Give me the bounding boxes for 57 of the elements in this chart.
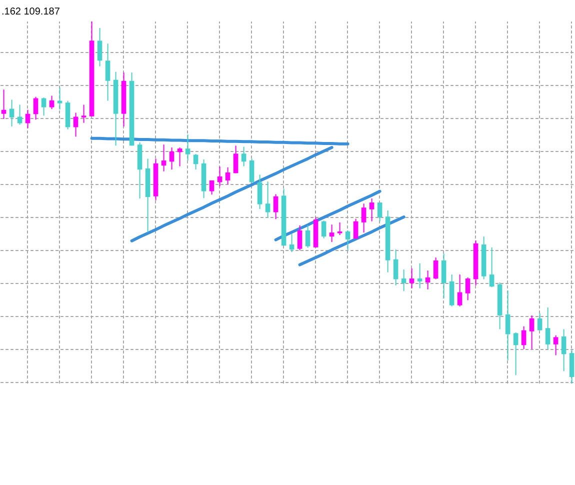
candlestick [489, 246, 494, 288]
candlestick [169, 146, 174, 170]
candlestick [33, 96, 38, 120]
candlestick [465, 276, 470, 301]
candlestick [569, 350, 574, 384]
candlestick [81, 104, 86, 124]
candlestick [449, 274, 454, 307]
candlestick [73, 112, 78, 138]
candlestick [505, 290, 510, 361]
candlestick [105, 43, 110, 102]
candlestick [457, 274, 462, 307]
candlestick [97, 28, 102, 67]
candlestick [273, 194, 278, 220]
candlestick [345, 230, 350, 251]
candlestick [289, 233, 294, 253]
candlestick [521, 326, 526, 350]
candlestick [433, 257, 438, 280]
candlestick [41, 97, 46, 116]
candlestick [401, 268, 406, 292]
candlestick [425, 270, 430, 290]
candlestick [529, 314, 534, 350]
candlestick [329, 224, 334, 242]
text: .162 109.187 [2, 6, 60, 18]
candlestick [409, 268, 414, 289]
candlestick [377, 202, 382, 222]
candlestick [441, 253, 446, 299]
candlestick [353, 218, 358, 240]
candlestick [337, 222, 342, 236]
candlestick [193, 153, 198, 170]
candlestick [57, 86, 62, 110]
candlestick [49, 95, 54, 110]
candlestick [537, 312, 542, 331]
candlestick [369, 198, 374, 222]
candlestick [265, 181, 270, 218]
candlestick [545, 306, 550, 350]
candlestick [177, 146, 182, 167]
candlestick [393, 249, 398, 286]
candlestick [297, 224, 302, 251]
candlestick [225, 166, 230, 185]
candlestick [417, 262, 422, 289]
candlestick [9, 99, 14, 127]
candlestick [209, 180, 214, 196]
candlestick [25, 109, 30, 129]
candlestick [233, 145, 238, 174]
candlestick [305, 224, 310, 248]
candlestick [361, 203, 366, 234]
candlestick [257, 174, 262, 210]
candlestick [185, 134, 190, 162]
candlestick [513, 332, 518, 376]
candlestick [17, 104, 22, 126]
candlestick [249, 158, 254, 183]
candlestick [561, 328, 566, 372]
candlestick [241, 146, 246, 167]
candlestick [1, 89, 6, 120]
candlestick [161, 144, 166, 172]
candlestick [553, 334, 558, 356]
candlestick [321, 220, 326, 239]
